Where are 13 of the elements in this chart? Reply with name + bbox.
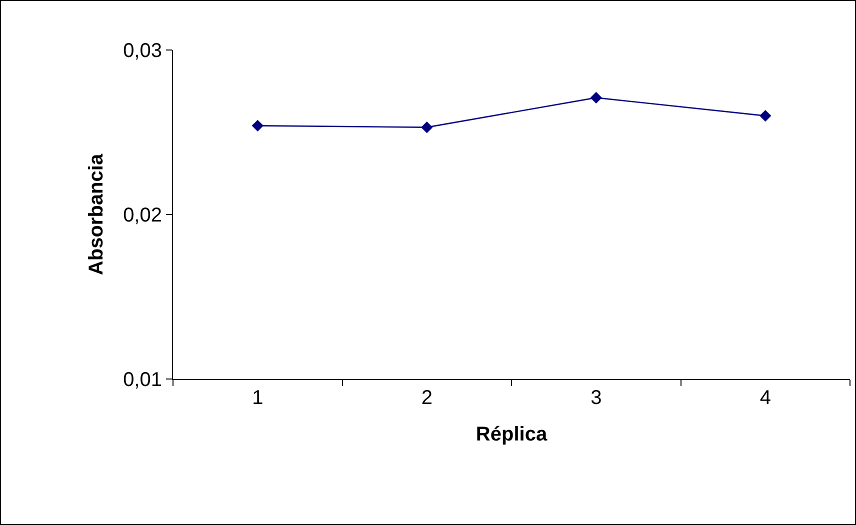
x-tick-label: 2 <box>421 387 432 409</box>
point <box>252 120 264 132</box>
y-tick-label: 0,03 <box>123 40 162 62</box>
point <box>590 92 602 104</box>
y-axis-title: Absorbancia <box>86 153 108 276</box>
x-tick-label: 3 <box>590 387 602 409</box>
x-tick-label: 1 <box>252 387 264 409</box>
y-tick-label: 0,02 <box>123 204 162 226</box>
point <box>421 121 433 134</box>
point <box>760 110 772 122</box>
x-tick-label: 4 <box>760 387 771 409</box>
x-axis-title: Réplica <box>476 424 548 446</box>
y-tick-label: 0,01 <box>123 369 162 391</box>
